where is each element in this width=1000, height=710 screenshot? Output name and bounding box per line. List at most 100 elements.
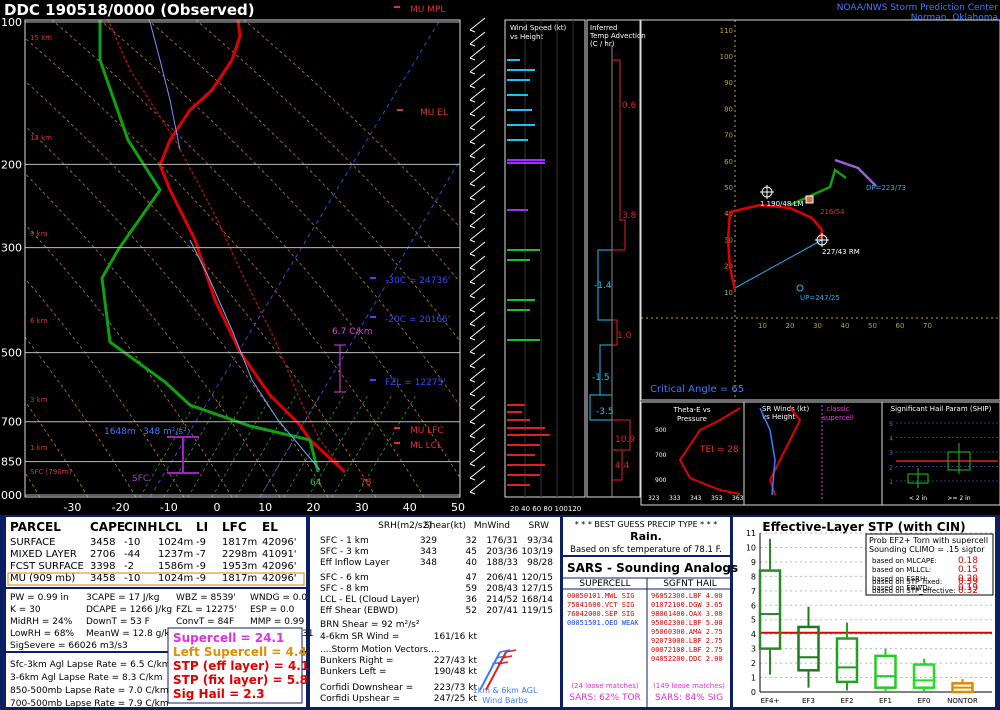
lapse-rate: 3-6km Agl Lapse Rate = 8.3 C/km bbox=[10, 673, 162, 683]
sr-label: supercell bbox=[822, 414, 854, 422]
panel-title: (C / hr) bbox=[590, 40, 615, 48]
precip-type: Rain. bbox=[630, 530, 662, 543]
isotherm bbox=[149, 20, 441, 497]
y-tick-label: 0 bbox=[751, 688, 756, 697]
composite: Left Supercell = 4.4 bbox=[173, 645, 307, 659]
line bbox=[469, 281, 476, 285]
line bbox=[469, 421, 476, 425]
line bbox=[479, 171, 486, 177]
ring-label: 50 bbox=[724, 184, 733, 192]
ring-label: 20 bbox=[724, 263, 733, 271]
lapse-rate: 700-500mb Lapse Rate = 7.9 C/km bbox=[10, 699, 169, 709]
line bbox=[469, 357, 481, 367]
panel-title: vs Height bbox=[762, 413, 795, 421]
table-cell: SFC - 1 km bbox=[320, 536, 369, 546]
table-cell: 2706 bbox=[90, 549, 115, 560]
profile bbox=[189, 239, 321, 471]
ring-label: 90 bbox=[724, 79, 733, 87]
pressure-label: 500 bbox=[1, 347, 22, 360]
skewt-frame bbox=[24, 19, 461, 498]
hodo-label: 216/54 bbox=[820, 208, 845, 216]
axis-label: 353 bbox=[711, 495, 723, 502]
axis-label: 500 bbox=[655, 427, 667, 434]
line bbox=[469, 99, 476, 103]
index: LowRH = 68% bbox=[10, 629, 74, 639]
line bbox=[469, 267, 476, 271]
temperature-label: -30 bbox=[63, 501, 81, 514]
index: ESP = 0.0 bbox=[250, 605, 295, 615]
panel bbox=[310, 517, 560, 707]
virtual-temp bbox=[149, 21, 181, 151]
table-cell: SURFACE bbox=[10, 537, 55, 548]
table-cell: 1024m bbox=[158, 573, 193, 584]
table-cell: 45 bbox=[466, 547, 477, 557]
table-cell: 103/19 bbox=[521, 547, 553, 557]
pressure-label: 300 bbox=[1, 242, 22, 255]
probability-label: based on STP_fixed: bbox=[872, 578, 942, 586]
table-cell: 1817m bbox=[222, 537, 257, 548]
profile bbox=[98, 20, 320, 473]
line bbox=[479, 115, 486, 121]
line bbox=[469, 385, 481, 395]
y-tick-label: 3 bbox=[751, 645, 756, 654]
annotation: 78 bbox=[360, 478, 372, 488]
hodograph-frame bbox=[640, 19, 1000, 401]
line bbox=[469, 245, 481, 255]
probability: 0.18 bbox=[958, 556, 978, 566]
advection-panel bbox=[586, 19, 641, 498]
line bbox=[469, 315, 481, 325]
line bbox=[469, 71, 476, 75]
ring-label: 60 bbox=[896, 322, 905, 330]
line bbox=[469, 399, 481, 409]
ring-label: 40 bbox=[841, 322, 850, 330]
height-label: 6 km bbox=[30, 317, 48, 325]
mixing-ratio bbox=[187, 394, 249, 497]
table-cell: 119/15 bbox=[521, 606, 553, 616]
table-header: CAPE bbox=[90, 520, 125, 534]
index: PW = 0.99 in bbox=[10, 593, 69, 603]
line bbox=[469, 119, 481, 129]
index: MeanW = 12.8 g/kg bbox=[86, 629, 175, 639]
y-tick-label: 9 bbox=[751, 558, 756, 567]
mixing-ratio bbox=[307, 394, 369, 497]
sr-wind: 161/16 kt bbox=[434, 632, 478, 642]
table-cell: 214/52 bbox=[486, 595, 518, 605]
height-label: 1 km bbox=[30, 444, 48, 452]
line bbox=[469, 455, 481, 465]
line bbox=[479, 17, 486, 23]
y-tick-label: 5 bbox=[751, 616, 756, 625]
line bbox=[469, 413, 481, 423]
line bbox=[469, 169, 476, 173]
sars-analog: 96052300.LBF 4.00 bbox=[651, 592, 723, 600]
annotation: 348 m²/s² bbox=[143, 427, 187, 437]
line bbox=[469, 365, 476, 369]
line bbox=[469, 435, 476, 439]
theta-curve bbox=[678, 407, 741, 495]
motion-title: ....Storm Motion Vectors.... bbox=[320, 645, 440, 655]
line bbox=[469, 91, 481, 101]
table-cell: -10 bbox=[124, 573, 140, 584]
line bbox=[479, 199, 486, 205]
line bbox=[479, 437, 486, 443]
table-cell: 42096' bbox=[262, 561, 297, 572]
mixing-ratio bbox=[139, 394, 201, 497]
line bbox=[479, 423, 486, 429]
dry-adiabat bbox=[195, 20, 460, 283]
box bbox=[835, 637, 859, 684]
barb-label: 1km & 6km AGL bbox=[473, 686, 538, 695]
line bbox=[479, 311, 486, 317]
table-cell: SFC - 3 km bbox=[320, 547, 369, 557]
x-tick-label: EF0 bbox=[918, 697, 931, 705]
dry-adiabat bbox=[99, 20, 460, 407]
mixing-ratio bbox=[331, 394, 393, 497]
annotation: 64 bbox=[310, 478, 322, 488]
line bbox=[469, 449, 476, 453]
line bbox=[469, 407, 476, 411]
line bbox=[479, 465, 486, 471]
table-cell: 127/15 bbox=[521, 584, 553, 594]
table-cell: 42096' bbox=[262, 573, 297, 584]
table-cell: 208/43 bbox=[486, 584, 518, 594]
axis-label: 5 bbox=[889, 421, 893, 428]
x-tick-label: NONTOR bbox=[947, 697, 978, 705]
lapse-rate: 850-500mb Lapse Rate = 7.0 C/km bbox=[10, 686, 169, 696]
